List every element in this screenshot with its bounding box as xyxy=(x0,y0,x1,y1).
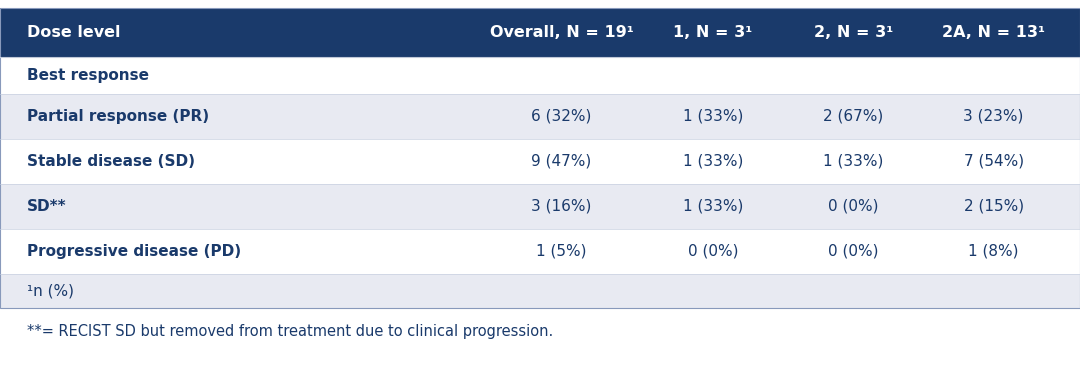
Text: **= RECIST SD but removed from treatment due to clinical progression.: **= RECIST SD but removed from treatment… xyxy=(27,324,553,338)
FancyBboxPatch shape xyxy=(0,229,1080,274)
FancyBboxPatch shape xyxy=(0,139,1080,184)
Text: Stable disease (SD): Stable disease (SD) xyxy=(27,154,195,169)
Text: Best response: Best response xyxy=(27,68,149,83)
FancyBboxPatch shape xyxy=(0,184,1080,229)
Text: 1, N = 3¹: 1, N = 3¹ xyxy=(673,25,753,40)
Text: 3 (16%): 3 (16%) xyxy=(531,199,592,214)
Text: 1 (33%): 1 (33%) xyxy=(683,108,743,124)
Text: 3 (23%): 3 (23%) xyxy=(963,108,1024,124)
Text: 1 (5%): 1 (5%) xyxy=(537,244,586,259)
Text: 0 (0%): 0 (0%) xyxy=(688,244,738,259)
Text: 1 (33%): 1 (33%) xyxy=(683,154,743,169)
Text: 2 (67%): 2 (67%) xyxy=(823,108,883,124)
Text: 0 (0%): 0 (0%) xyxy=(828,199,878,214)
Text: 9 (47%): 9 (47%) xyxy=(531,154,592,169)
Text: 1 (33%): 1 (33%) xyxy=(823,154,883,169)
Text: 2, N = 3¹: 2, N = 3¹ xyxy=(813,25,893,40)
Text: 2A, N = 13¹: 2A, N = 13¹ xyxy=(942,25,1045,40)
Text: 0 (0%): 0 (0%) xyxy=(828,244,878,259)
Text: 1 (33%): 1 (33%) xyxy=(683,199,743,214)
Text: Partial response (PR): Partial response (PR) xyxy=(27,108,210,124)
Text: 7 (54%): 7 (54%) xyxy=(963,154,1024,169)
Text: Dose level: Dose level xyxy=(27,25,121,40)
Text: Overall, N = 19¹: Overall, N = 19¹ xyxy=(489,25,634,40)
FancyBboxPatch shape xyxy=(0,274,1080,308)
Text: 6 (32%): 6 (32%) xyxy=(531,108,592,124)
FancyBboxPatch shape xyxy=(0,8,1080,57)
FancyBboxPatch shape xyxy=(0,94,1080,139)
FancyBboxPatch shape xyxy=(0,57,1080,94)
Text: SD**: SD** xyxy=(27,199,67,214)
Text: 1 (8%): 1 (8%) xyxy=(969,244,1018,259)
Text: 2 (15%): 2 (15%) xyxy=(963,199,1024,214)
Text: Progressive disease (PD): Progressive disease (PD) xyxy=(27,244,241,259)
Text: ¹n (%): ¹n (%) xyxy=(27,283,75,299)
